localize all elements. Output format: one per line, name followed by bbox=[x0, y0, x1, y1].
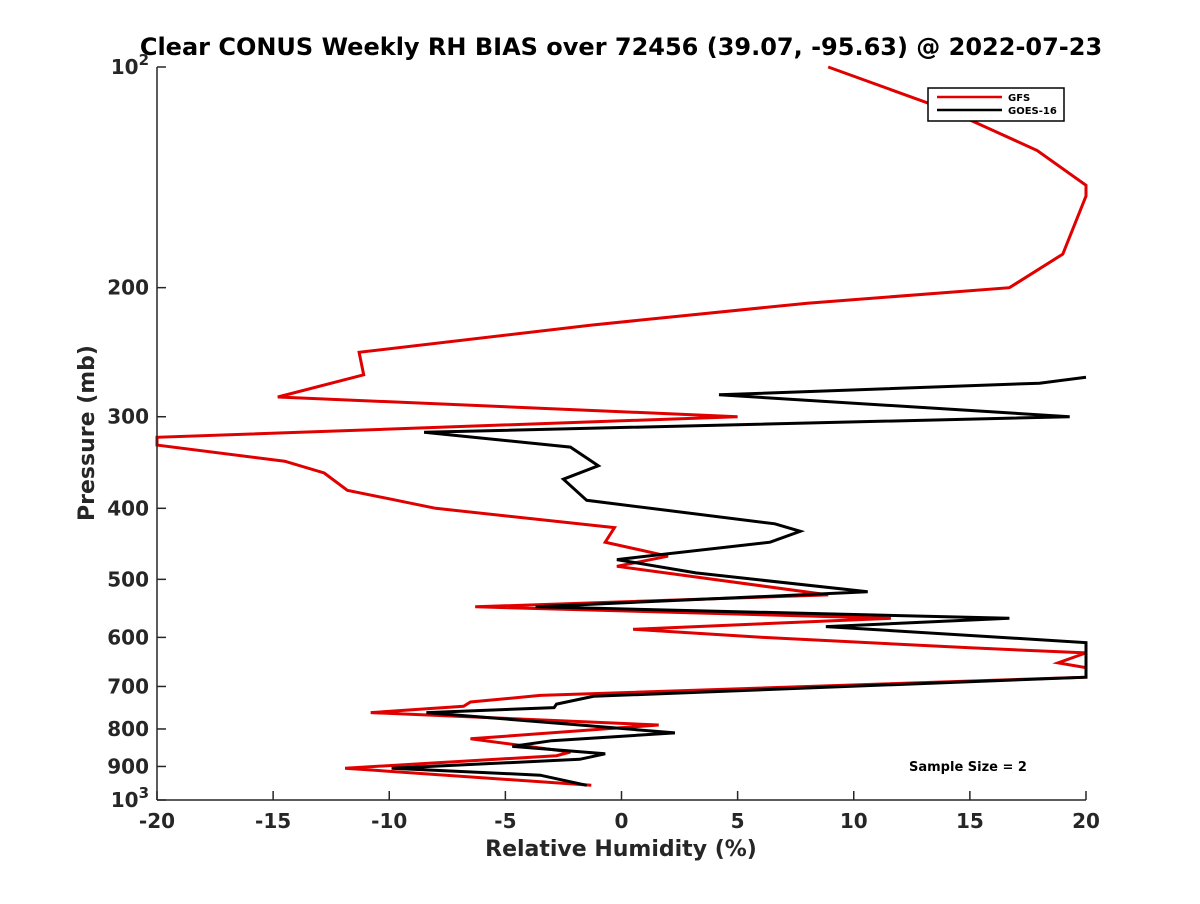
series-line-goes16 bbox=[391, 375, 1088, 787]
y-tick-label: 102 bbox=[111, 51, 149, 79]
x-tick-label: 15 bbox=[956, 809, 984, 833]
x-tick-label: 10 bbox=[840, 809, 868, 833]
x-tick-label: 20 bbox=[1072, 809, 1100, 833]
sample-size-annotation: Sample Size = 2 bbox=[909, 760, 1027, 775]
legend-label-goes16: GOES-16 bbox=[1008, 106, 1057, 117]
y-tick-label: 900 bbox=[107, 754, 149, 778]
x-tick-label: 5 bbox=[731, 809, 745, 833]
y-tick-label: 200 bbox=[107, 276, 149, 300]
y-tick-label: 600 bbox=[107, 625, 149, 649]
y-tick-label: 500 bbox=[107, 567, 149, 591]
x-axis-label: Relative Humidity (%) bbox=[485, 837, 757, 862]
legend-box bbox=[927, 87, 1065, 122]
x-tick-label: -15 bbox=[255, 809, 291, 833]
y-axis-label: Pressure (mb) bbox=[75, 345, 100, 521]
x-tick-label: -20 bbox=[139, 809, 175, 833]
plot-background bbox=[157, 67, 1086, 800]
plot-area: -20 -15 -10 -5 0 5 10 15 20 102 200 300 400 500 600 70… bbox=[107, 51, 1100, 833]
chart-title: Clear CONUS Weekly RH BIAS over 72456 (3… bbox=[140, 33, 1102, 61]
x-ticks: -20 -15 -10 -5 0 5 10 15 20 bbox=[139, 791, 1100, 833]
series-line-gfs bbox=[155, 65, 1088, 787]
legend: GFS GOES-16 bbox=[927, 87, 1065, 122]
y-ticks: 102 200 300 400 500 600 700 800 900 103 bbox=[107, 51, 166, 812]
series-lines bbox=[155, 65, 1088, 787]
x-tick-label: 0 bbox=[615, 809, 629, 833]
y-tick-label: 800 bbox=[107, 717, 149, 741]
legend-label-gfs: GFS bbox=[1008, 93, 1030, 104]
y-tick-label: 700 bbox=[107, 674, 149, 698]
x-tick-label: -5 bbox=[494, 809, 516, 833]
y-tick-label: 400 bbox=[107, 496, 149, 520]
y-tick-label: 300 bbox=[107, 405, 149, 429]
x-tick-label: -10 bbox=[371, 809, 407, 833]
y-tick-label: 103 bbox=[111, 784, 149, 812]
